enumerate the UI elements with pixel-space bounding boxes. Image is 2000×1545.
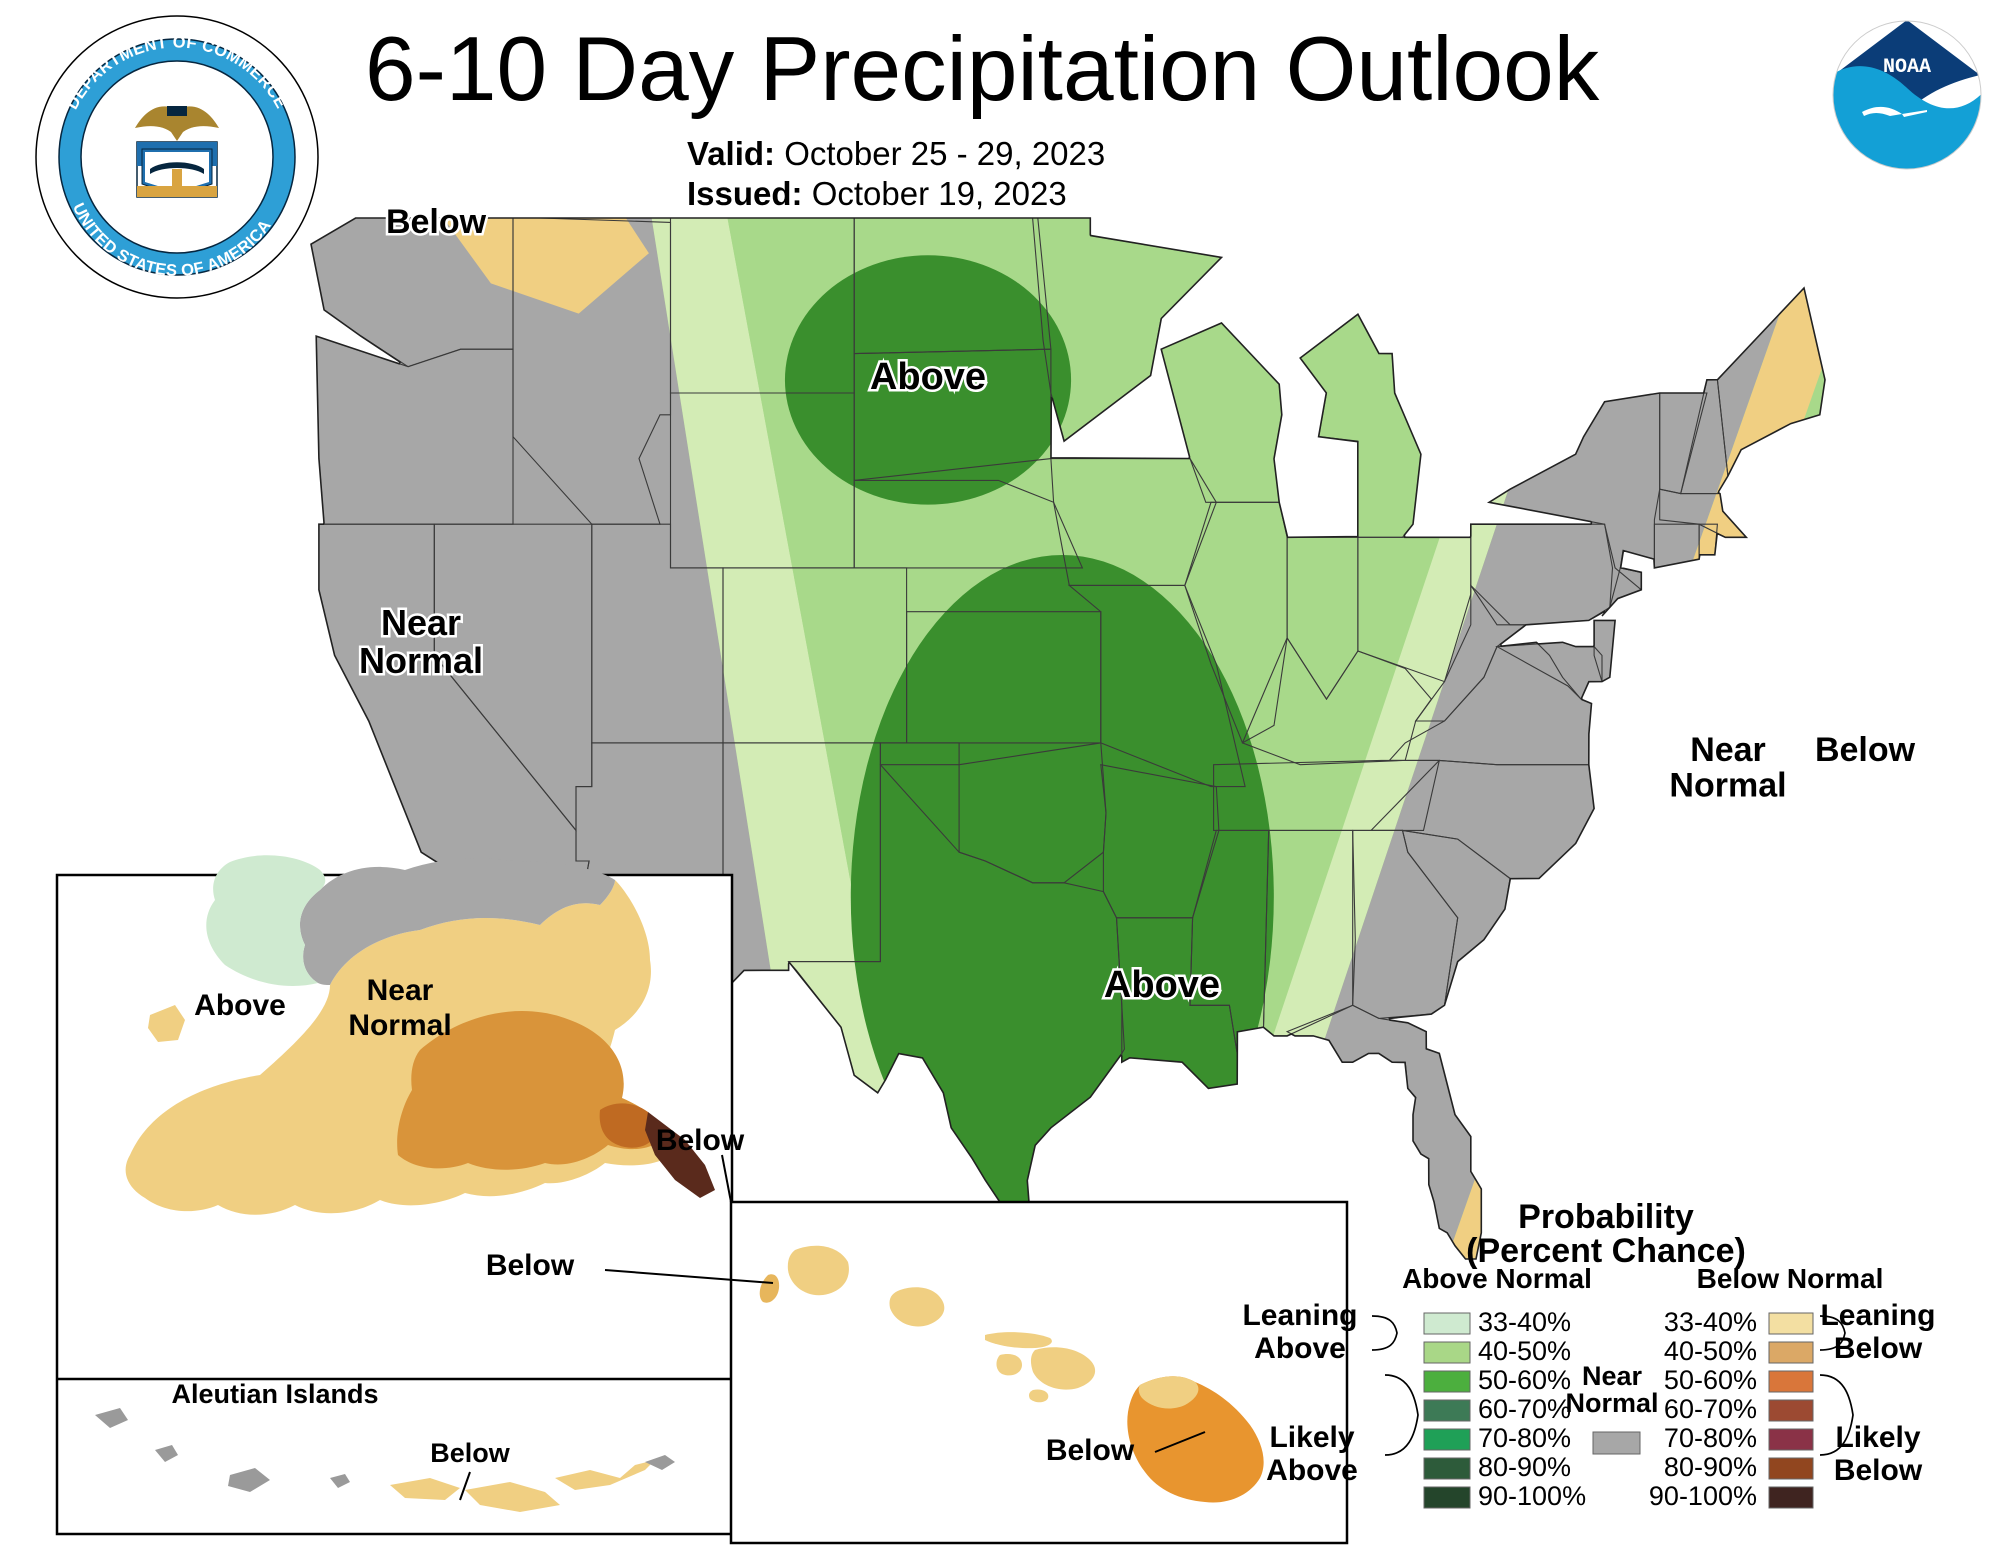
svg-text:50-60%: 50-60% bbox=[1478, 1365, 1571, 1395]
svg-text:NOAA: NOAA bbox=[1883, 56, 1931, 79]
svg-text:70-80%: 70-80% bbox=[1478, 1423, 1571, 1453]
svg-text:Normal: Normal bbox=[1565, 1388, 1658, 1418]
svg-text:40-50%: 40-50% bbox=[1478, 1336, 1571, 1366]
svg-text:Above: Above bbox=[1254, 1332, 1346, 1365]
svg-text:50-60%: 50-60% bbox=[1664, 1365, 1757, 1395]
svg-text:33-40%: 33-40% bbox=[1478, 1307, 1571, 1337]
svg-text:Below Normal: Below Normal bbox=[1697, 1263, 1884, 1294]
svg-text:90-100%: 90-100% bbox=[1478, 1481, 1586, 1511]
svg-text:Likely: Likely bbox=[1835, 1421, 1920, 1454]
svg-text:Near: Near bbox=[1582, 1361, 1643, 1391]
svg-text:Above Normal: Above Normal bbox=[1402, 1263, 1592, 1294]
svg-text:90-100%: 90-100% bbox=[1649, 1481, 1757, 1511]
svg-text:Below: Below bbox=[1834, 1332, 1923, 1365]
svg-text:60-70%: 60-70% bbox=[1478, 1394, 1571, 1424]
svg-text:80-90%: 80-90% bbox=[1478, 1452, 1571, 1482]
svg-text:Leaning: Leaning bbox=[1242, 1299, 1357, 1332]
svg-text:60-70%: 60-70% bbox=[1664, 1394, 1757, 1424]
svg-text:40-50%: 40-50% bbox=[1664, 1336, 1757, 1366]
svg-text:80-90%: 80-90% bbox=[1664, 1452, 1757, 1482]
svg-text:Above: Above bbox=[1266, 1454, 1358, 1487]
svg-text:33-40%: 33-40% bbox=[1664, 1307, 1757, 1337]
svg-text:Leaning: Leaning bbox=[1820, 1299, 1935, 1332]
svg-text:Below: Below bbox=[1834, 1454, 1923, 1487]
svg-text:Likely: Likely bbox=[1269, 1421, 1354, 1454]
svg-text:Probability: Probability bbox=[1518, 1198, 1694, 1236]
svg-text:70-80%: 70-80% bbox=[1664, 1423, 1757, 1453]
